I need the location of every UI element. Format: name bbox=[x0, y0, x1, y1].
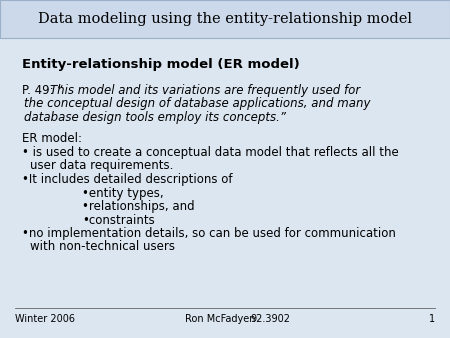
Text: with non-technical users: with non-technical users bbox=[30, 241, 175, 254]
Text: user data requirements.: user data requirements. bbox=[30, 160, 173, 172]
Text: database design tools employ its concepts.”: database design tools employ its concept… bbox=[24, 111, 286, 124]
Text: •constraints: •constraints bbox=[82, 214, 155, 226]
Text: This model and its variations are frequently used for: This model and its variations are freque… bbox=[50, 84, 360, 97]
Text: 92.3902: 92.3902 bbox=[250, 314, 290, 324]
Text: •relationships, and: •relationships, and bbox=[82, 200, 194, 213]
Text: Ron McFadyen: Ron McFadyen bbox=[185, 314, 256, 324]
Text: ER model:: ER model: bbox=[22, 132, 82, 145]
Text: •entity types,: •entity types, bbox=[82, 187, 164, 199]
Text: Winter 2006: Winter 2006 bbox=[15, 314, 75, 324]
Text: the conceptual design of database applications, and many: the conceptual design of database applic… bbox=[24, 97, 370, 111]
Text: • is used to create a conceptual data model that reflects all the: • is used to create a conceptual data mo… bbox=[22, 146, 399, 159]
Text: 1: 1 bbox=[429, 314, 435, 324]
Text: Entity-relationship model (ER model): Entity-relationship model (ER model) bbox=[22, 58, 300, 71]
Text: •It includes detailed descriptions of: •It includes detailed descriptions of bbox=[22, 173, 233, 186]
FancyBboxPatch shape bbox=[0, 0, 450, 38]
Text: •no implementation details, so can be used for communication: •no implementation details, so can be us… bbox=[22, 227, 396, 240]
Text: P. 49: “: P. 49: “ bbox=[22, 84, 63, 97]
Text: Data modeling using the entity-relationship model: Data modeling using the entity-relations… bbox=[38, 12, 412, 26]
